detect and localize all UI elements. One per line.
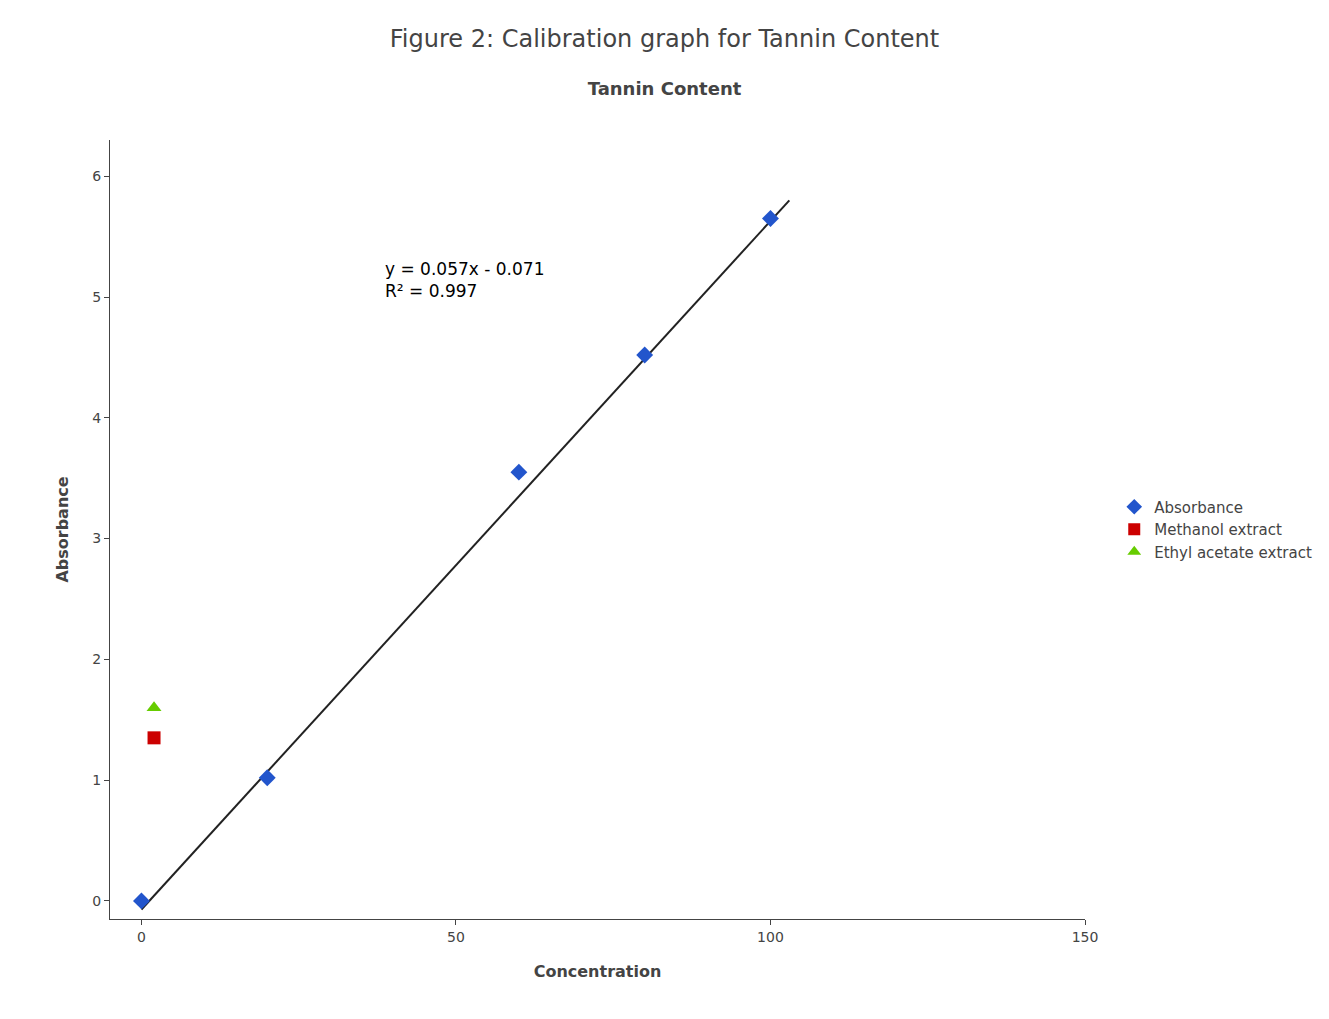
- svg-text:0: 0: [92, 893, 101, 909]
- svg-text:50: 50: [447, 929, 465, 945]
- svg-text:150: 150: [1072, 929, 1099, 945]
- svg-text:Methanol extract: Methanol extract: [1154, 521, 1282, 539]
- svg-text:4: 4: [92, 410, 101, 426]
- svg-text:Figure 2: Calibration graph fo: Figure 2: Calibration graph for Tannin C…: [390, 25, 939, 53]
- svg-text:Absorbance: Absorbance: [53, 476, 72, 582]
- svg-text:Absorbance: Absorbance: [1154, 499, 1243, 517]
- svg-text:2: 2: [92, 651, 101, 667]
- svg-text:3: 3: [92, 530, 101, 546]
- svg-text:0: 0: [137, 929, 146, 945]
- svg-text:y = 0.057x - 0.071R² = 0.997: y = 0.057x - 0.071R² = 0.997: [385, 259, 544, 301]
- svg-text:5: 5: [92, 289, 101, 305]
- svg-text:Ethyl acetate extract: Ethyl acetate extract: [1154, 544, 1312, 562]
- svg-text:Tannin Content: Tannin Content: [588, 78, 742, 99]
- svg-text:Concentration: Concentration: [534, 962, 662, 981]
- svg-text:6: 6: [92, 168, 101, 184]
- svg-text:100: 100: [757, 929, 784, 945]
- svg-text:1: 1: [92, 772, 101, 788]
